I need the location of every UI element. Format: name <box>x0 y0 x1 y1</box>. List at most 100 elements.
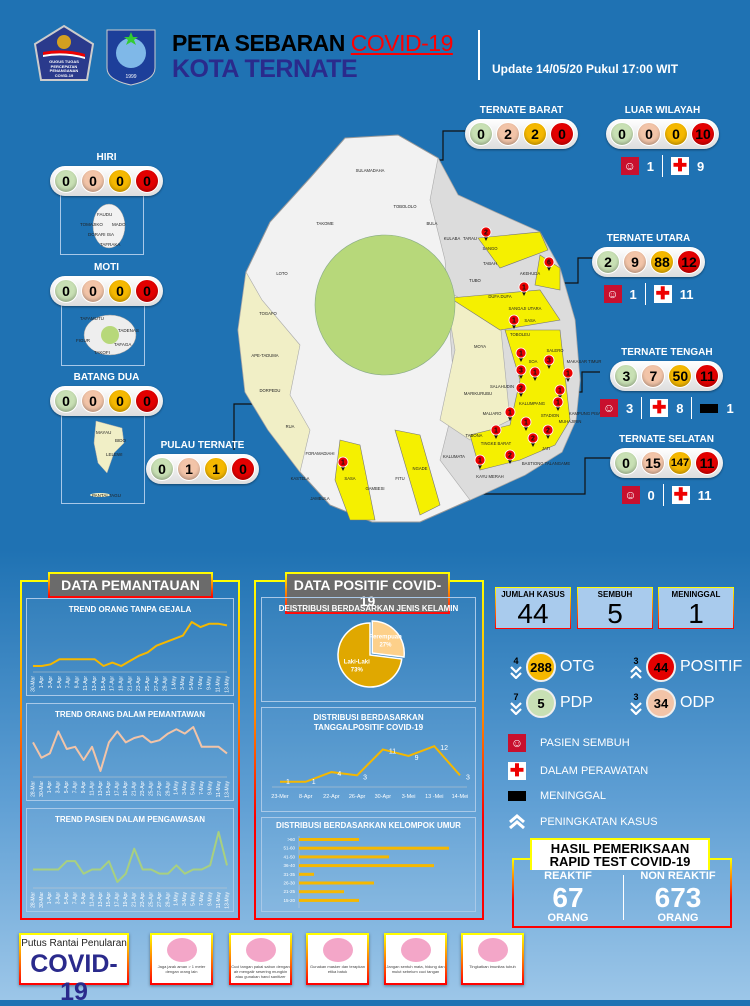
prevention-card: Cuci tangan pakai sabun dengan air menga… <box>229 933 292 985</box>
moti-inset <box>61 301 145 366</box>
x-tick-label: 23-Mer <box>271 794 289 800</box>
x-tick-label: 7-May <box>199 892 205 906</box>
svg-text:3: 3 <box>547 358 551 365</box>
x-tick-label: 27-Apr <box>157 781 163 796</box>
case-marker: 1 <box>504 406 516 421</box>
village-label: MARIKURUBU <box>464 391 492 396</box>
leader-line <box>472 457 610 495</box>
village-label: TOBOLOLO <box>394 204 418 209</box>
case-marker: 1 <box>552 396 564 411</box>
x-tick-label: 15-Apr <box>106 892 112 907</box>
village-label: SOA <box>529 359 538 364</box>
legend-sembuh: ☺ PASIEN SEMBUH <box>508 734 630 752</box>
red-cross-icon: ✚ <box>508 761 526 780</box>
village-label: STADION <box>541 413 559 418</box>
region-pulau-ternate: PULAU TERNATE 0 1 1 0 <box>146 440 259 484</box>
count-otg: 0 <box>108 169 132 193</box>
dirawat-count: 9 <box>697 158 705 174</box>
y-tick-label: 36-40 <box>283 863 295 868</box>
sembuh-count: 1 <box>646 158 654 174</box>
x-tick-label: 28-Mar <box>30 892 36 908</box>
x-tick-label: 1-Apr <box>47 781 53 794</box>
village-label: SANGO <box>482 246 498 251</box>
recovered-person-icon: ☺ <box>621 486 640 504</box>
divider <box>662 484 664 506</box>
x-tick-label: 25-Apr <box>148 892 154 907</box>
village-label: SALERO <box>547 348 565 353</box>
svg-text:2: 2 <box>531 436 535 443</box>
svg-text:1: 1 <box>508 410 512 417</box>
x-tick-label: 3-May <box>180 676 186 690</box>
update-timestamp: Update 14/05/20 Pukul 17:00 WIT <box>492 62 679 76</box>
red-cross-icon: ✚ <box>671 485 690 504</box>
region-name: TERNATE SELATAN <box>619 434 714 445</box>
bar <box>299 838 359 841</box>
stat-label: ODP <box>680 694 715 711</box>
case-marker: 1 <box>515 347 527 362</box>
status-row: ☺ 1 ✚ 9 <box>606 155 719 177</box>
x-tick-label: 13-Apr <box>98 892 104 907</box>
change-indicator: 4 <box>510 656 522 679</box>
count-otg: 50 <box>668 364 693 388</box>
region-moti: MOTI 0 0 0 0 <box>50 262 163 306</box>
count-odp: 7 <box>641 364 666 388</box>
yellow-zone <box>449 289 561 331</box>
chevron-down-icon <box>510 701 522 715</box>
x-tick-label: 5-May <box>191 892 197 906</box>
card-text: Jangan sentuh mata, hidung dan mulut seb… <box>386 964 445 974</box>
count-otg: 0 <box>108 279 132 303</box>
x-tick-label: 19-Apr <box>123 892 129 907</box>
svg-text:1: 1 <box>558 388 562 395</box>
case-marker: 1 <box>337 456 349 471</box>
x-tick-label: 19-Apr <box>123 781 129 796</box>
stat-label: OTG <box>560 658 595 675</box>
village-label: JATI <box>542 446 550 451</box>
bar <box>299 872 314 876</box>
count-positif: 11 <box>695 451 719 475</box>
region-name: BATANG DUA <box>73 372 140 383</box>
legend-dirawat: ✚ DALAM PERAWATAN <box>508 761 648 780</box>
value: 673 <box>654 882 702 913</box>
x-tick-label: 29-Apr <box>163 676 169 691</box>
region-ternate-selatan: TERNATE SELATAN 0 15 147 11 ☺ 0 ✚ 11 <box>610 434 723 506</box>
x-tick-label: 29-Apr <box>165 892 171 907</box>
bar <box>299 881 374 885</box>
count-positif: 12 <box>677 250 701 274</box>
village-label: MADO <box>112 222 126 227</box>
red-cross-icon: ✚ <box>671 156 689 175</box>
x-tick-label: 11-May <box>216 892 222 909</box>
x-tick-label: 7-Apr <box>73 781 79 794</box>
x-tick-label: 7-Apr <box>66 676 72 689</box>
x-tick-label: 17-Apr <box>115 781 121 796</box>
count-pdp: 0 <box>150 457 174 481</box>
change-value: 7 <box>513 691 519 702</box>
count-positif: 0 <box>135 169 159 193</box>
region-ternate-barat: TERNATE BARAT 0 2 2 0 <box>465 105 578 149</box>
meninggal-box: MENINGGAL 1 <box>658 587 734 629</box>
village-label: KULABA <box>444 236 461 241</box>
svg-text:2: 2 <box>484 230 488 237</box>
x-tick-label: 11-Apr <box>89 892 95 907</box>
count-positif: 11 <box>695 364 720 388</box>
svg-text:2: 2 <box>508 453 512 460</box>
x-tick-label: 27-Apr <box>154 676 160 691</box>
village-label: FORAMADIAHI <box>305 451 334 456</box>
svg-text:2: 2 <box>519 386 523 393</box>
x-tick-label: 11-May <box>216 781 222 798</box>
x-tick-label: 19-Apr <box>119 676 125 691</box>
recovered-person-icon: ☺ <box>620 157 639 175</box>
case-counter: 2 9 88 12 <box>592 247 705 277</box>
count-pdp: 0 <box>610 122 634 146</box>
stat-label: PDP <box>560 694 593 711</box>
meninggal-count: 1 <box>726 400 734 416</box>
x-tick-label: 5-Apr <box>64 781 70 794</box>
recovered-person-icon: ☺ <box>603 285 622 303</box>
change-indicator: 3 <box>630 656 642 679</box>
case-marker: 1 <box>562 367 574 382</box>
case-marker: 2 <box>480 226 492 241</box>
age-bar-chart: DISTRIBUSI BERDASARKAN KELOMPOK UMUR >60 5… <box>261 817 476 912</box>
village-label: TOGAFO <box>259 311 277 316</box>
data-label: 3 <box>466 774 470 781</box>
x-tick-label: 3-Apr <box>56 781 62 794</box>
count-pdp: 3 <box>614 364 639 388</box>
